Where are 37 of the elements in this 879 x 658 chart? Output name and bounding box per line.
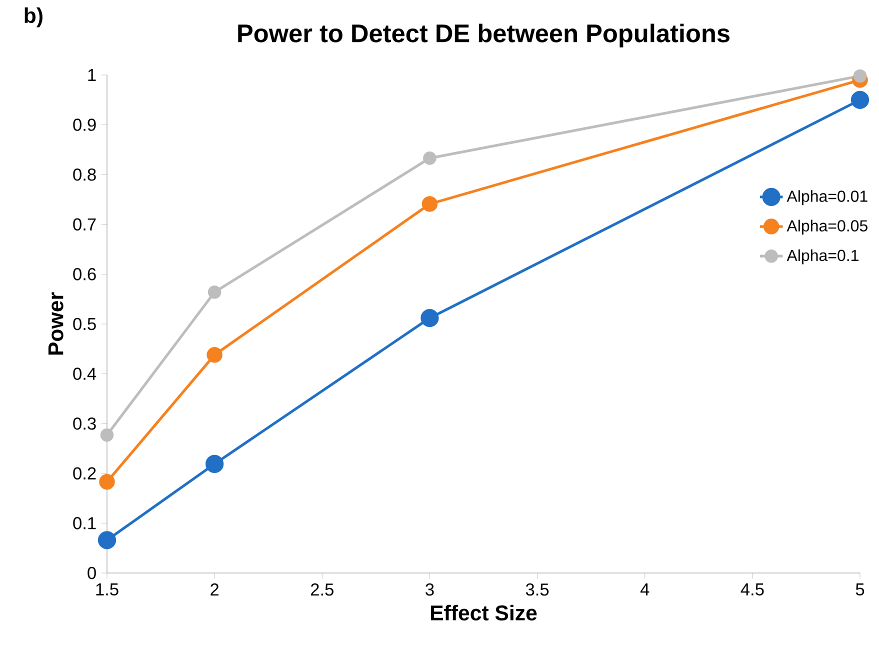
y-tick-label: 0.2 [73, 467, 96, 480]
y-tick-label: 0.1 [73, 517, 96, 530]
point [206, 454, 224, 474]
x-tick-label: 1.5 [96, 583, 118, 596]
legend-label: Alpha=0.01 [786, 190, 868, 206]
y-tick-label: 0.5 [73, 318, 96, 330]
x-tick-label: 3.5 [526, 583, 549, 596]
x-tick-label: 5 [856, 583, 864, 596]
point [850, 90, 870, 109]
point [100, 428, 114, 442]
legend-label: Alpha=0.05 [786, 220, 868, 235]
x-tick-label: 2.5 [310, 583, 334, 596]
x-tick-label: 2 [210, 583, 219, 596]
point [206, 347, 222, 363]
y-tick-label: 0 [88, 566, 96, 580]
text: b) [24, 7, 42, 28]
point [208, 285, 222, 299]
point [422, 196, 438, 212]
point [853, 69, 867, 83]
y-tick-label: 0.9 [73, 118, 96, 131]
point [420, 308, 439, 328]
y-tick-label: 0.3 [73, 417, 96, 430]
y-tick-label: 0.4 [73, 368, 96, 380]
x-tick-label: 3 [426, 583, 434, 596]
legend-label: Alpha=0.1 [786, 249, 858, 264]
y-tick-label: 1 [88, 69, 96, 81]
y-tick-label: 0.8 [73, 168, 96, 181]
point [98, 531, 116, 550]
y-tick-label: 0.7 [73, 218, 96, 231]
x-tick-label: 4 [640, 583, 650, 596]
point [423, 151, 436, 165]
x-tick-label: 4.5 [740, 583, 764, 596]
y-tick-label: 0.6 [73, 268, 96, 280]
y-axis-title: Power [48, 292, 64, 355]
chart-title: Power to Detect DE between Populations [238, 24, 730, 48]
point [99, 474, 115, 490]
x-axis-title: Effect Size [430, 604, 537, 620]
